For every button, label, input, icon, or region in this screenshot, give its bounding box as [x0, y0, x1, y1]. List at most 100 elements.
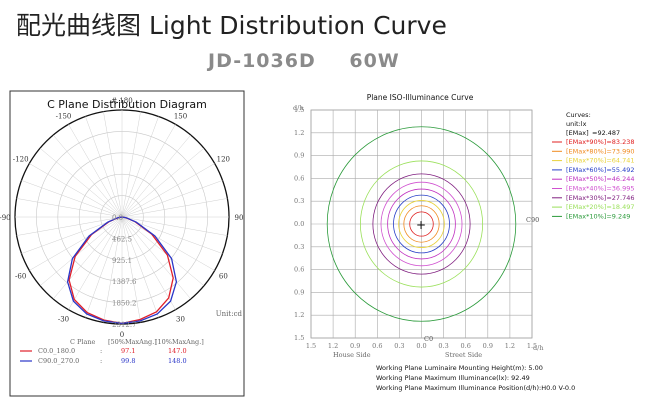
iso-x-tick: 0.3: [438, 342, 448, 350]
iso-emax-label: [EMax]: [566, 129, 589, 137]
iso-contour: [393, 194, 450, 254]
polar-spoke: [29, 216, 123, 271]
polar-angle-label: 60: [219, 273, 228, 281]
iso-x-tick: 1.5: [306, 342, 316, 350]
iso-x-tick: 1.5: [527, 342, 537, 350]
iso-x-tick: 0.6: [461, 342, 471, 350]
iso-legend-item: [EMax*70%]=64.741: [566, 157, 635, 165]
legend-header-50: [50%MaxAng.]: [108, 338, 157, 346]
polar-spoke: [103, 111, 123, 218]
polar-spoke: [121, 148, 205, 218]
iso-x-tick: 0.9: [483, 342, 493, 350]
iso-footer-position: Working Plane Maximum Illuminance Positi…: [376, 384, 575, 392]
iso-contour: [403, 205, 440, 243]
iso-y-tick: 0.6: [294, 174, 304, 182]
iso-legend-item: [EMax*40%]=36.995: [566, 185, 635, 193]
polar-angle-label: 150: [174, 113, 187, 121]
iso-y-tick: 0.3: [294, 197, 304, 205]
polar-spoke: [121, 180, 223, 218]
iso-y-tick: 0.9: [294, 152, 304, 160]
iso-legend-item: [EMax*10%]=9.249: [566, 212, 630, 220]
iso-axis-unit-top: d/h: [293, 104, 304, 112]
polar-angle-label: 0: [120, 331, 124, 339]
polar-spoke: [16, 198, 123, 218]
polar-angle-label: # 180: [111, 97, 132, 105]
polar-spoke: [21, 216, 123, 254]
iso-x-tick: 1.2: [505, 342, 515, 350]
legend-header-cplane: C Plane: [70, 338, 96, 346]
iso-legend: Curves: unit:lx [EMax] =92.487 [EMax*90%…: [552, 111, 635, 220]
polar-spoke: [121, 216, 228, 236]
iso-legend-item: [EMax*90%]=83.238: [566, 138, 635, 146]
iso-y-tick: 0.6: [294, 266, 304, 274]
polar-radial-tick: 462.5: [112, 235, 132, 243]
iso-ticks: 1.5 1.2 0.9 0.6 0.3 0.0 0.3 0.6 0.9 1.2 1.51.51.20…: [294, 106, 537, 350]
iso-y-tick: 0.3: [294, 243, 304, 251]
iso-curves: [326, 126, 517, 322]
iso-x-tick: 0.3: [394, 342, 404, 350]
polar-spoke: [39, 148, 123, 218]
iso-emax-value: =92.487: [592, 129, 620, 137]
polar-spoke: [85, 216, 123, 318]
legend-c0-50: 97.1: [121, 347, 135, 355]
iso-y-tick: 0.9: [294, 288, 304, 296]
legend-name-c0: C0.0_180.0: [38, 347, 75, 355]
polar-spoke: [68, 216, 123, 310]
iso-y-tick: 1.5: [294, 334, 304, 342]
model-label: JD-1036D 60W: [208, 50, 400, 72]
iso-x-tick: 0.9: [350, 342, 360, 350]
iso-x-tick: 0.6: [372, 342, 382, 350]
polar-angle-label: 90: [235, 214, 244, 222]
polar-radial-tick: 1850.2: [112, 300, 137, 308]
polar-spoke: [85, 116, 123, 218]
legend-c90-10: 148.0: [168, 357, 187, 365]
iso-c90-label: C90: [526, 216, 539, 224]
iso-xlabel-left: House Side: [333, 351, 371, 359]
polar-legend: C Plane [50%MaxAng.] [10%MaxAng.] C0.0_1…: [20, 338, 204, 365]
iso-title: Plane ISO-Illuminance Curve: [367, 93, 474, 102]
iso-legend-item: [EMax*80%]=73.990: [566, 147, 635, 155]
iso-contour: [387, 188, 456, 260]
legend-header-10: [10%MaxAng.]: [155, 338, 204, 346]
iso-legend-item: [EMax*30%]=27.746: [566, 194, 635, 202]
polar-spoke: [121, 134, 191, 218]
polar-spoke: [121, 116, 159, 218]
polar-spoke: [29, 163, 123, 218]
polar-spoke: [68, 124, 123, 218]
polar-spoke: [39, 216, 123, 286]
legend-name-c90: C90.0_270.0: [38, 357, 79, 365]
polar-spoke: [121, 216, 176, 310]
iso-contour: [409, 211, 434, 237]
polar-spoke: [53, 216, 123, 300]
iso-contour: [326, 126, 517, 322]
polar-spoke: [121, 216, 215, 271]
polar-labels: # 180 -150 150 -120 120 -90 90 -60 60 -30 30 0 0.0 46…: [0, 97, 243, 339]
iso-footer-max: Working Plane Maximum Illuminance(lx): 9…: [376, 374, 530, 382]
polar-unit-label: Unit:cd: [216, 310, 243, 318]
legend-c90-50: 99.8: [121, 357, 135, 365]
polar-radial-tick: 2312.7: [112, 321, 137, 329]
iso-y-tick: 1.2: [294, 311, 304, 319]
polar-spoke: [121, 216, 191, 300]
polar-angle-label: 30: [176, 315, 185, 323]
polar-spoke: [16, 216, 123, 236]
page-title: 配光曲线图 Light Distribution Curve: [16, 11, 447, 40]
polar-spoke: [121, 216, 223, 254]
iso-x-tick: 1.2: [328, 342, 338, 350]
iso-y-tick: 0.0: [294, 220, 304, 228]
legend-colon-c0: :: [100, 347, 102, 355]
iso-c0-label: C0: [424, 335, 433, 343]
polar-series-1: [66, 216, 178, 325]
polar-spoke: [121, 163, 215, 218]
polar-spoke: [121, 111, 141, 218]
polar-radial-tick: 0.0: [112, 214, 123, 222]
iso-x-tick: 0.0: [416, 342, 426, 350]
iso-xlabel-right: Street Side: [445, 351, 482, 359]
polar-angle-label: -120: [13, 156, 29, 164]
iso-curves-header: Curves:: [566, 111, 591, 119]
polar-spoke: [121, 198, 228, 218]
legend-c0-10: 147.0: [168, 347, 187, 355]
iso-legend-item: [EMax*50%]=46.244: [566, 175, 635, 183]
iso-contour: [398, 200, 445, 248]
